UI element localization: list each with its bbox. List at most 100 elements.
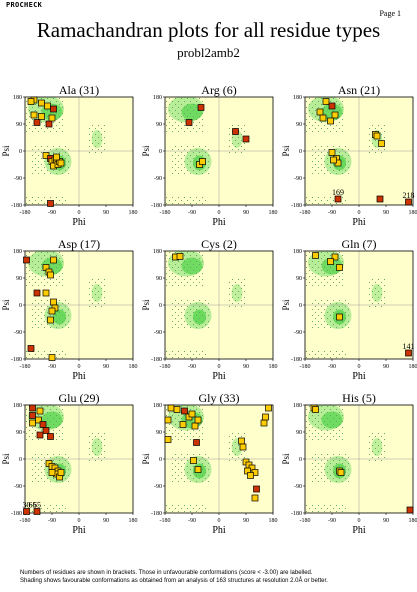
allowed-dot — [47, 412, 48, 413]
residue-point — [38, 113, 45, 120]
allowed-dot — [241, 128, 242, 129]
allowed-dot — [384, 439, 385, 440]
allowed-dot — [339, 104, 340, 105]
allowed-dot — [169, 354, 170, 355]
allowed-dot — [339, 110, 340, 111]
residue-point-unfavourable — [23, 256, 30, 264]
allowed-dot — [309, 258, 310, 259]
allowed-dot — [178, 107, 179, 108]
residue-label: 30 — [23, 501, 31, 510]
allowed-dot — [199, 318, 200, 319]
allowed-dot — [104, 125, 105, 126]
allowed-dot — [342, 119, 343, 120]
x-axis-label: Phi — [352, 371, 366, 382]
allowed-dot — [321, 430, 322, 431]
allowed-dot — [321, 252, 322, 253]
allowed-dot — [44, 255, 45, 256]
allowed-dot — [29, 354, 30, 355]
allowed-dot — [196, 113, 197, 114]
allowed-dot — [348, 321, 349, 322]
allowed-dot — [187, 110, 188, 111]
allowed-dot — [50, 279, 51, 280]
x-tick-label: 0 — [358, 210, 361, 216]
allowed-dot — [309, 104, 310, 105]
allowed-dot — [196, 357, 197, 358]
allowed-dot — [381, 460, 382, 461]
allowed-dot — [47, 258, 48, 259]
allowed-dot — [190, 131, 191, 132]
allowed-dot — [318, 415, 319, 416]
allowed-dot — [312, 101, 313, 102]
y-axis-label: Psi — [141, 145, 151, 157]
allowed-dot — [101, 146, 102, 147]
allowed-dot — [62, 107, 63, 108]
allowed-dot — [324, 457, 325, 458]
allowed-dot — [193, 454, 194, 455]
allowed-dot — [235, 448, 236, 449]
allowed-dot — [244, 451, 245, 452]
residue-point-unfavourable — [23, 508, 30, 515]
allowed-dot — [232, 291, 233, 292]
allowed-dot — [327, 460, 328, 461]
allowed-dot — [44, 279, 45, 280]
allowed-dot — [172, 273, 173, 274]
allowed-dot — [202, 255, 203, 256]
residue-point — [194, 416, 202, 424]
allowed-dot — [190, 267, 191, 268]
allowed-dot — [175, 276, 176, 277]
allowed-dot — [62, 433, 63, 434]
allowed-dot — [169, 252, 170, 253]
allowed-dot — [65, 152, 66, 153]
allowed-dot — [187, 424, 188, 425]
allowed-dot — [190, 433, 191, 434]
allowed-dot — [345, 170, 346, 171]
allowed-dot — [312, 309, 313, 310]
allowed-dot — [318, 149, 319, 150]
allowed-dot — [235, 460, 236, 461]
y-tick-label: -90 — [294, 330, 302, 336]
allowed-dot — [315, 436, 316, 437]
allowed-dot — [235, 294, 236, 295]
allowed-dot — [181, 436, 182, 437]
allowed-dot — [41, 282, 42, 283]
allowed-dot — [384, 451, 385, 452]
allowed-dot — [324, 261, 325, 262]
allowed-dot — [342, 327, 343, 328]
footnote: Numbers of residues are shown in bracket… — [20, 569, 415, 585]
allowed-dot — [95, 436, 96, 437]
allowed-dot — [375, 436, 376, 437]
allowed-dot — [312, 279, 313, 280]
allowed-dot — [38, 203, 39, 204]
allowed-dot — [32, 203, 33, 204]
allowed-dot — [32, 285, 33, 286]
allowed-dot — [348, 309, 349, 310]
allowed-dot — [309, 264, 310, 265]
allowed-dot — [50, 197, 51, 198]
allowed-dot — [369, 288, 370, 289]
allowed-dot — [166, 101, 167, 102]
page-number: Page 1 — [379, 9, 401, 18]
allowed-dot — [342, 173, 343, 174]
x-tick-label: 180 — [269, 364, 278, 370]
favourable-region — [41, 411, 63, 429]
allowed-dot — [199, 424, 200, 425]
allowed-dot — [35, 258, 36, 259]
allowed-dot — [306, 113, 307, 114]
allowed-dot — [38, 107, 39, 108]
allowed-dot — [38, 279, 39, 280]
allowed-dot — [324, 303, 325, 304]
allowed-dot — [26, 101, 27, 102]
allowed-dot — [306, 351, 307, 352]
allowed-dot — [184, 155, 185, 156]
allowed-dot — [44, 463, 45, 464]
allowed-dot — [184, 113, 185, 114]
allowed-dot — [178, 357, 179, 358]
allowed-dot — [229, 306, 230, 307]
allowed-dot — [229, 300, 230, 301]
allowed-dot — [381, 306, 382, 307]
allowed-dot — [178, 303, 179, 304]
allowed-dot — [330, 273, 331, 274]
allowed-dot — [175, 152, 176, 153]
allowed-dot — [324, 161, 325, 162]
x-tick-label: 0 — [78, 518, 81, 524]
